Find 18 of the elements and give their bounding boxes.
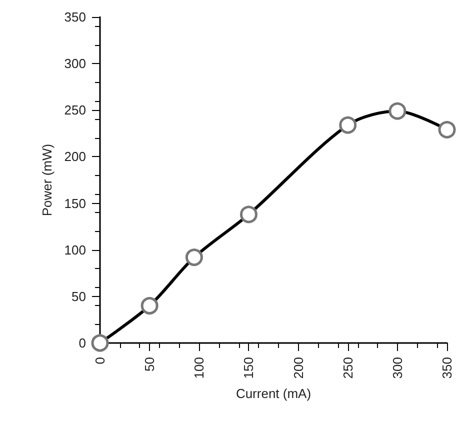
x-tick-label: 200	[290, 357, 306, 379]
x-tick-label: 300	[390, 357, 405, 379]
x-tick-label: 0	[92, 357, 108, 364]
y-tick-label: 100	[64, 242, 86, 258]
x-tick-label: 250	[340, 357, 356, 379]
x-tick-label: 100	[192, 357, 207, 379]
y-tick-label: 50	[72, 288, 86, 304]
y-tick-label: 250	[64, 102, 86, 118]
y-tick-label: 0	[78, 336, 86, 350]
y-axis-title: Power (mW)	[39, 144, 54, 216]
x-tick-label: 350	[440, 357, 454, 379]
x-tick-label: 150	[241, 357, 256, 379]
y-tick-label: 350	[64, 10, 86, 24]
x-tick-label: 50	[142, 357, 158, 372]
x-axis-title: Current (mA)	[236, 386, 312, 401]
y-tick-label: 150	[64, 196, 86, 211]
y-tick-label: 300	[64, 56, 86, 72]
y-tick-label: 200	[64, 149, 86, 164]
